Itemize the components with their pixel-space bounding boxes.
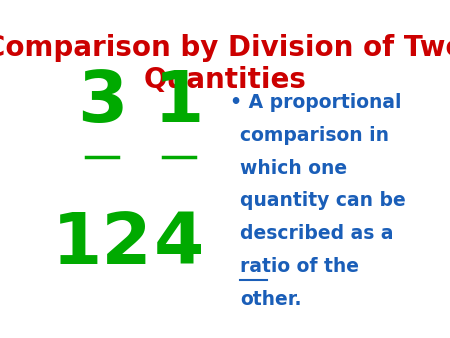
Text: ratio of the: ratio of the — [240, 257, 359, 276]
Text: comparison in: comparison in — [240, 126, 389, 145]
Text: other.: other. — [240, 290, 302, 309]
Text: Comparison by Division of Two
Quantities: Comparison by Division of Two Quantities — [0, 34, 450, 94]
Text: 3: 3 — [77, 68, 127, 137]
Text: • A proportional: • A proportional — [230, 93, 401, 112]
Text: quantity can be: quantity can be — [240, 191, 406, 210]
Text: described as a: described as a — [240, 224, 394, 243]
Text: 1: 1 — [153, 68, 204, 137]
Text: 12: 12 — [52, 210, 153, 279]
Text: which one: which one — [240, 159, 347, 177]
Text: 4: 4 — [153, 210, 204, 279]
